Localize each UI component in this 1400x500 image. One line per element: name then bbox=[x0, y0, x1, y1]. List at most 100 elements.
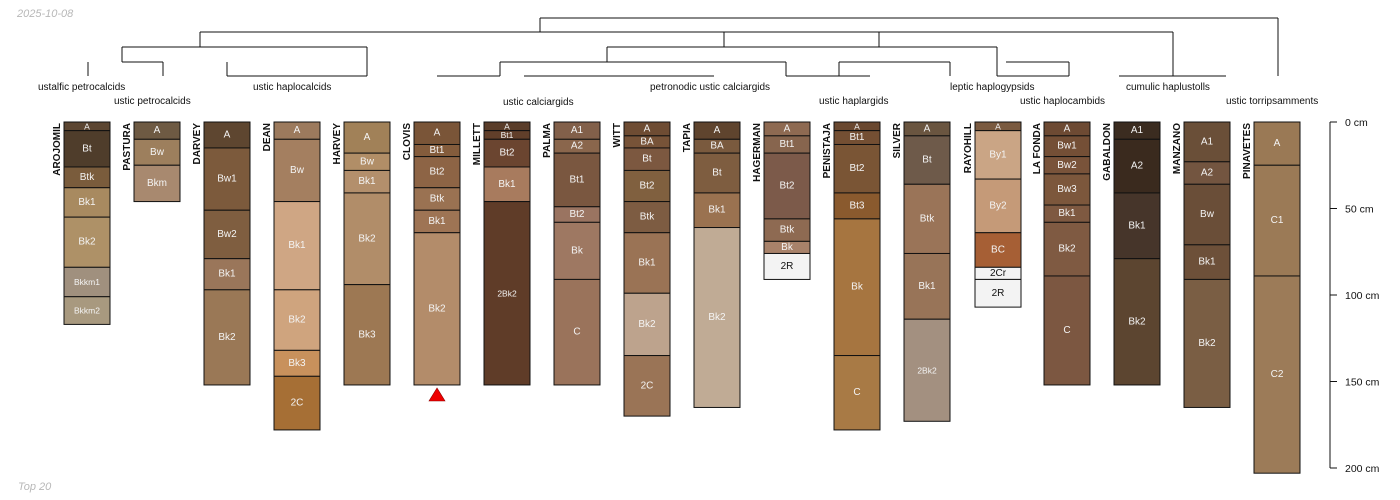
soil-profile: HAGERMAN A Bt1 Bt2 Btk Bk 2R bbox=[752, 121, 811, 280]
horizon-block bbox=[553, 278, 601, 386]
horizon-label: A bbox=[294, 125, 301, 136]
horizon-block bbox=[1113, 258, 1161, 386]
horizon-block bbox=[1043, 275, 1091, 386]
profile-name: MANZANO bbox=[1172, 123, 1183, 174]
horizon-label: A bbox=[434, 128, 441, 139]
horizon-label: Btk bbox=[920, 213, 935, 224]
horizon-block bbox=[903, 135, 951, 185]
horizon-label: Bk2 bbox=[218, 332, 236, 343]
horizon-label: C bbox=[853, 387, 860, 398]
horizon-label: 2C bbox=[291, 398, 304, 409]
horizon-label: C1 bbox=[1271, 215, 1284, 226]
horizon-label: A bbox=[154, 125, 161, 136]
horizon-label: Bk1 bbox=[218, 269, 236, 280]
horizon-label: Bk bbox=[851, 282, 864, 293]
horizon-label: BA bbox=[710, 141, 724, 152]
horizon-label: Bt2 bbox=[779, 181, 794, 192]
horizon-label: 2R bbox=[992, 288, 1005, 299]
depth-tick-label: 0 cm bbox=[1345, 117, 1368, 129]
horizon-label: Bk2 bbox=[428, 303, 446, 314]
horizon-label: Bw bbox=[1200, 209, 1215, 220]
horizon-label: Bw2 bbox=[1057, 160, 1077, 171]
horizon-label: Bk1 bbox=[358, 176, 376, 187]
horizon-block bbox=[273, 201, 321, 291]
horizon-label: Bk2 bbox=[1128, 316, 1146, 327]
soil-profile: PINAVETES A C1 C2 bbox=[1242, 121, 1301, 474]
taxon-label: ustic calciargids bbox=[503, 97, 574, 108]
horizon-label: Bk1 bbox=[428, 216, 446, 227]
profile-name: LA FONDA bbox=[1032, 123, 1043, 174]
horizon-label: Bw bbox=[360, 156, 375, 167]
soil-profile: GABALDON A1 A2 Bk1 Bk2 bbox=[1102, 121, 1161, 386]
soil-profile: PALMA A1 A2 Bt1 Bt2 Bk C bbox=[542, 121, 601, 386]
horizon-label: C bbox=[573, 327, 580, 338]
soil-profile: CLOVIS A Bt1 Bt2 Btk Bk1 Bk2 bbox=[402, 121, 461, 386]
horizon-block bbox=[203, 147, 251, 211]
horizon-label: A bbox=[224, 129, 231, 140]
truncation-marker-icon bbox=[428, 387, 446, 402]
horizon-label: A2 bbox=[1201, 168, 1214, 179]
horizon-label: Bk1 bbox=[708, 205, 726, 216]
horizon-block bbox=[133, 164, 181, 203]
horizon-block bbox=[203, 289, 251, 386]
horizon-label: Bk2 bbox=[1198, 338, 1216, 349]
horizon-block bbox=[623, 169, 671, 203]
horizon-block bbox=[63, 187, 111, 218]
horizon-label: Bk2 bbox=[638, 319, 656, 330]
horizon-block bbox=[623, 292, 671, 357]
horizon-block bbox=[1183, 278, 1231, 408]
horizon-block bbox=[133, 138, 181, 166]
horizon-block bbox=[273, 138, 321, 203]
horizon-label: 2R bbox=[781, 261, 794, 272]
horizon-label: A bbox=[504, 121, 510, 131]
horizon-label: A bbox=[924, 123, 931, 134]
horizon-label: Bk2 bbox=[288, 315, 306, 326]
horizon-label: Bw2 bbox=[217, 229, 237, 240]
horizon-block bbox=[693, 227, 741, 408]
depth-tick-label: 50 cm bbox=[1345, 204, 1374, 216]
taxon-label: ustic haplocalcids bbox=[253, 82, 331, 93]
horizon-block bbox=[1253, 164, 1301, 277]
depth-axis: 0 cm 50 cm 100 cm 150 cm 200 cm bbox=[1329, 117, 1380, 475]
horizon-label: Bk2 bbox=[708, 312, 726, 323]
horizon-block bbox=[1043, 173, 1091, 206]
horizon-label: Bkkm1 bbox=[74, 277, 100, 287]
soil-profile: HARVEY A Bw Bk1 Bk2 Bk3 bbox=[332, 121, 391, 386]
horizon-label: A bbox=[784, 123, 791, 134]
horizon-label: 2Bk2 bbox=[917, 365, 937, 375]
horizon-label: C bbox=[1063, 325, 1070, 336]
horizon-label: A bbox=[84, 121, 90, 131]
taxon-label: petronodic ustic calciargids bbox=[650, 82, 770, 93]
horizon-label: 2Cr bbox=[990, 268, 1007, 279]
horizon-label: 2C bbox=[641, 380, 654, 391]
horizon-block bbox=[1113, 192, 1161, 260]
horizon-block bbox=[483, 138, 531, 168]
soil-profile: MANZANO A1 A2 Bw Bk1 Bk2 bbox=[1172, 121, 1231, 408]
horizon-block bbox=[623, 355, 671, 417]
horizon-label: A bbox=[1064, 123, 1071, 134]
soil-profiles: AROJOMIL A Bt Btk Bk1 Bk2 Bkkm1 Bkkm2 PASTURA A Bw… bbox=[52, 121, 1301, 474]
horizon-label: Bk1 bbox=[1058, 208, 1076, 219]
horizon-label: BC bbox=[991, 245, 1005, 256]
taxon-label: leptic haplogypsids bbox=[950, 82, 1035, 93]
horizon-label: Bt3 bbox=[849, 200, 864, 211]
horizon-block bbox=[763, 152, 811, 220]
taxonomic-dendrogram bbox=[87, 17, 1279, 77]
horizon-label: C2 bbox=[1271, 369, 1284, 380]
depth-tick-label: 200 cm bbox=[1345, 463, 1380, 475]
profile-name: DARVEY bbox=[192, 123, 203, 165]
horizon-label: Btk bbox=[430, 193, 445, 204]
profile-name: TAPIA bbox=[682, 123, 693, 152]
horizon-block bbox=[203, 258, 251, 291]
horizon-block bbox=[1253, 275, 1301, 474]
profile-name: RAYOHILL bbox=[963, 123, 974, 173]
taxon-labels: ustalfic petrocalcids ustic petrocalcids u… bbox=[38, 82, 1318, 108]
taxon-label: cumulic haplustolls bbox=[1126, 82, 1210, 93]
horizon-label: Bkm bbox=[147, 178, 167, 189]
horizon-label: Bk2 bbox=[358, 233, 376, 244]
horizon-block bbox=[343, 284, 391, 386]
profile-name: SILVER bbox=[892, 122, 903, 158]
horizon-block bbox=[1253, 121, 1301, 166]
taxon-label: ustic haplocambids bbox=[1020, 96, 1105, 107]
profile-name: HAGERMAN bbox=[752, 123, 763, 182]
